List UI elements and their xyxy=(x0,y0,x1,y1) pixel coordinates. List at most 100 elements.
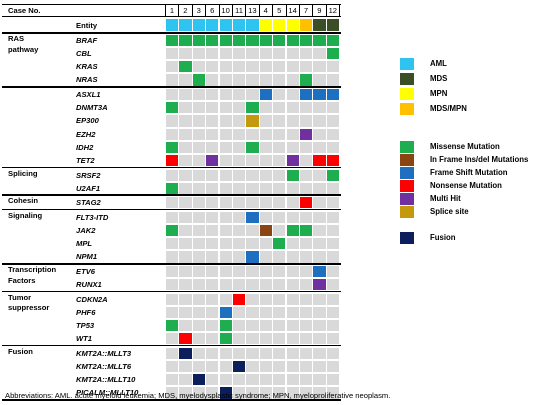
mutation-cell xyxy=(246,320,259,332)
legend-swatch xyxy=(400,232,414,244)
mutation-cell xyxy=(192,128,205,140)
mutation-cell xyxy=(286,361,299,373)
mutation-cell xyxy=(166,141,179,153)
mutation-cell xyxy=(286,115,299,127)
mutation-cell xyxy=(286,211,299,224)
mutation-cell xyxy=(286,35,299,47)
mutation-cell xyxy=(273,347,286,360)
legend-label: Fusion xyxy=(430,233,456,242)
mutation-cell xyxy=(206,238,219,250)
mutation-cell xyxy=(326,115,339,127)
mutation-cell xyxy=(206,387,219,399)
mutation-cell xyxy=(166,169,179,181)
mutation-cell xyxy=(179,154,192,167)
mutation-cell xyxy=(326,347,339,360)
mutation-cell xyxy=(219,251,232,263)
mutation-cell xyxy=(206,347,219,360)
mutation-cell xyxy=(286,320,299,332)
mutation-cell xyxy=(246,89,259,101)
mutation-cell xyxy=(259,102,272,114)
mutation-cell xyxy=(179,251,192,263)
gene-label: CBL xyxy=(76,49,92,59)
mutation-cell xyxy=(300,141,313,153)
mutation-cell xyxy=(326,225,339,237)
mutation-cell xyxy=(179,169,192,181)
mutation-cell xyxy=(192,333,205,345)
mutation-cell xyxy=(259,211,272,224)
mutation-cell xyxy=(179,182,192,194)
mutation-cell xyxy=(300,387,313,399)
entity-cell xyxy=(273,19,286,31)
entity-cell xyxy=(326,19,339,31)
mutation-cell xyxy=(166,182,179,194)
entity-cell xyxy=(166,19,179,31)
mutation-cell xyxy=(273,154,286,167)
divider-line xyxy=(2,263,342,265)
mutation-cell xyxy=(206,89,219,101)
mutation-cell xyxy=(192,374,205,386)
mutation-cell xyxy=(192,225,205,237)
mutation-cell xyxy=(246,102,259,114)
mutation-cell xyxy=(246,347,259,360)
mutation-cell xyxy=(219,169,232,181)
column-separator xyxy=(285,4,287,17)
mutation-cell xyxy=(273,169,286,181)
mutation-cell xyxy=(192,361,205,373)
mutation-cell xyxy=(192,115,205,127)
mutation-cell xyxy=(286,89,299,101)
gene-label: PICALM::MLLT10 xyxy=(76,388,139,398)
mutation-cell xyxy=(166,266,179,278)
mutation-cell xyxy=(192,141,205,153)
mutation-cell xyxy=(326,128,339,140)
mutation-cell xyxy=(273,128,286,140)
mutation-cell xyxy=(219,266,232,278)
mutation-cell xyxy=(259,154,272,167)
mutation-cell xyxy=(206,361,219,373)
mutation-cell xyxy=(326,293,339,306)
mutation-cell xyxy=(192,61,205,73)
mutation-cell xyxy=(286,251,299,263)
mutation-cell xyxy=(300,320,313,332)
mutation-cell xyxy=(179,361,192,373)
mutation-cell xyxy=(286,48,299,60)
mutation-cell xyxy=(233,48,246,60)
column-separator xyxy=(325,4,327,17)
mutation-cell xyxy=(219,74,232,86)
mutation-cell xyxy=(313,307,326,319)
mutation-cell xyxy=(273,361,286,373)
mutation-cell xyxy=(326,374,339,386)
mutation-cell xyxy=(300,89,313,101)
mutation-cell xyxy=(286,347,299,360)
mutation-cell xyxy=(326,197,339,209)
mutation-cell xyxy=(313,374,326,386)
mutation-cell xyxy=(273,74,286,86)
mutation-cell xyxy=(313,48,326,60)
mutation-cell xyxy=(246,333,259,345)
mutation-cell xyxy=(286,128,299,140)
mutation-cell xyxy=(300,238,313,250)
mutation-cell xyxy=(259,238,272,250)
mutation-cell xyxy=(273,182,286,194)
mutation-cell xyxy=(286,266,299,278)
mutation-cell xyxy=(286,293,299,306)
mutation-cell xyxy=(233,307,246,319)
mutation-cell xyxy=(219,102,232,114)
column-separator xyxy=(272,4,274,17)
column-separator xyxy=(165,4,166,17)
mutation-cell xyxy=(206,333,219,345)
mutation-cell xyxy=(259,169,272,181)
mutation-cell xyxy=(233,211,246,224)
mutation-cell xyxy=(219,307,232,319)
gene-label: CDKN2A xyxy=(76,294,108,304)
mutation-cell xyxy=(326,61,339,73)
mutation-cell xyxy=(166,251,179,263)
mutation-cell xyxy=(286,141,299,153)
mutation-cell xyxy=(179,347,192,360)
mutation-cell xyxy=(179,197,192,209)
mutation-cell xyxy=(206,307,219,319)
gene-label: JAK2 xyxy=(76,226,96,236)
mutation-cell xyxy=(246,154,259,167)
legend-label: Multi Hit xyxy=(430,194,461,203)
mutation-cell xyxy=(326,238,339,250)
mutation-cell xyxy=(246,182,259,194)
